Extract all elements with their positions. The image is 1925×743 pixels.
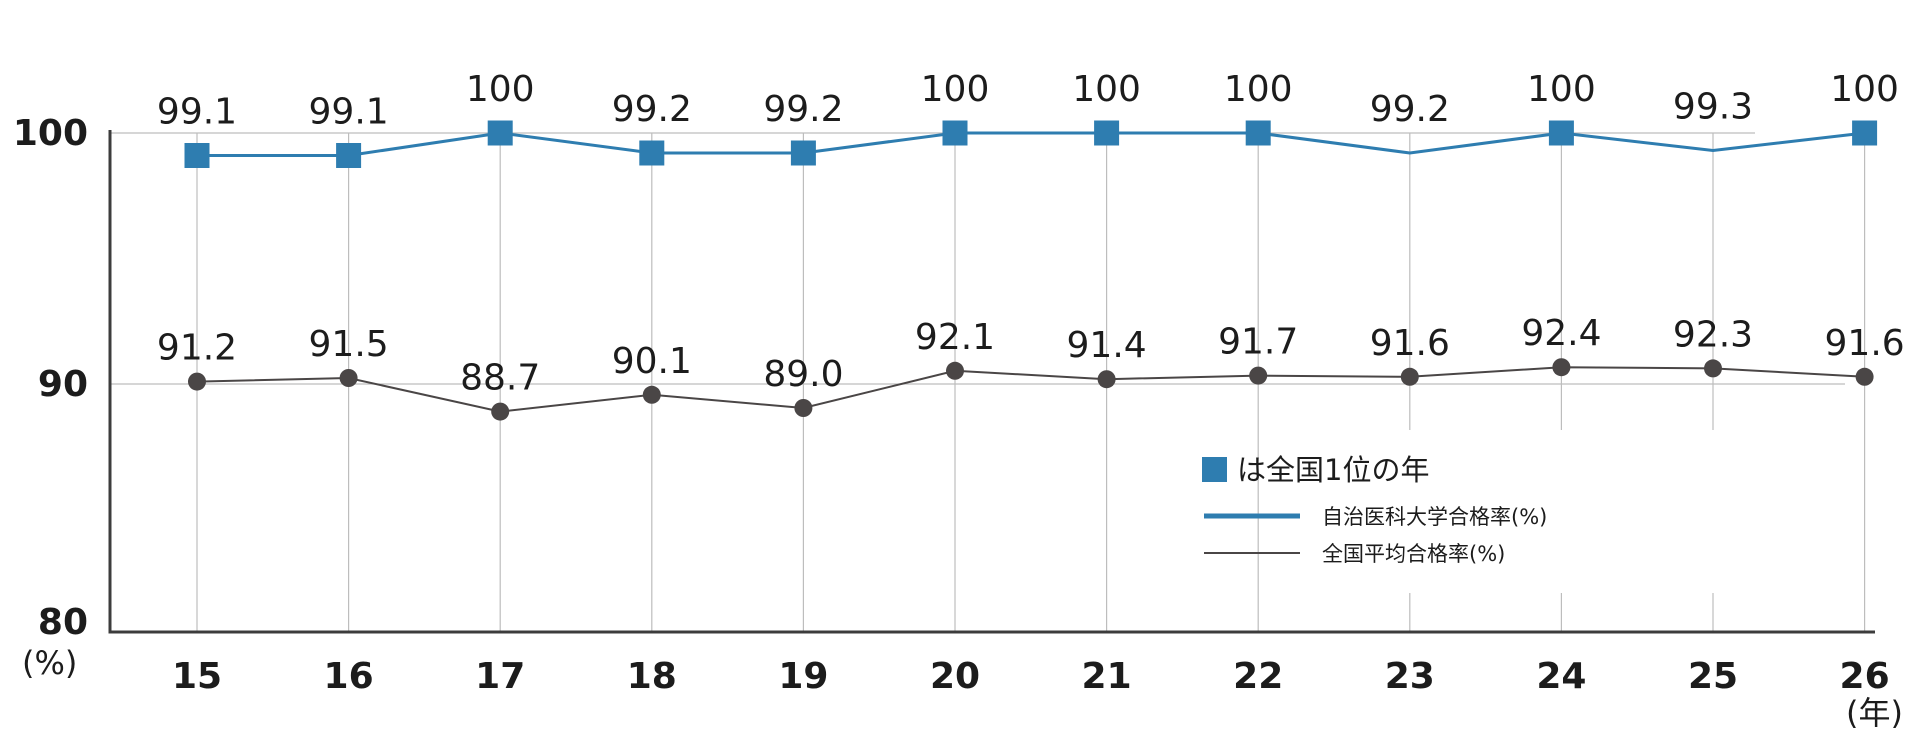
- data-point-national-19: [794, 399, 813, 417]
- data-label-national-21: 91.4: [1067, 325, 1147, 366]
- legend: は全国1位の年 自治医科大学合格率(%) 全国平均合格率(%): [1202, 453, 1547, 566]
- x-tick-labels: 15 16 17 18 19 20 21 22 23 24 25 26: [172, 656, 1890, 697]
- legend-marker-note: は全国1位の年: [1237, 453, 1429, 487]
- data-point-national-18: [642, 385, 661, 404]
- data-label-national-23: 91.6: [1370, 323, 1450, 364]
- axes: [108, 130, 1875, 634]
- legend-marker-square: [1202, 457, 1227, 482]
- data-point-national-16: [339, 369, 358, 387]
- x-tick-label-15: 15: [172, 656, 222, 697]
- data-label-university-26: 100: [1830, 69, 1899, 110]
- data-label-university-23: 99.2: [1370, 89, 1450, 130]
- series: [184, 120, 1878, 421]
- x-tick-label-17: 17: [475, 656, 525, 697]
- data-label-national-24: 92.4: [1521, 313, 1601, 354]
- data-point-university-26: [1852, 120, 1878, 146]
- y-tick-label-80: 80: [38, 602, 88, 643]
- series-line-national: [196, 366, 1865, 413]
- x-tick-label-24: 24: [1536, 656, 1586, 697]
- data-point-university-15: [184, 143, 210, 168]
- data-label-national-20: 92.1: [915, 317, 995, 358]
- x-tick-label-20: 20: [930, 656, 980, 697]
- y-tick-label-100: 100: [13, 113, 88, 154]
- data-label-national-25: 92.3: [1673, 314, 1753, 355]
- gridlines: [111, 132, 1866, 632]
- legend-label-national: 全国平均合格率(%): [1322, 542, 1505, 566]
- x-tick-label-22: 22: [1233, 656, 1283, 697]
- data-point-university-17: [487, 120, 513, 146]
- data-point-national-20: [946, 361, 964, 380]
- x-tick-label-21: 21: [1082, 656, 1132, 697]
- data-point-national-17: [491, 402, 510, 421]
- data-point-university-21: [1094, 120, 1120, 146]
- data-label-university-21: 100: [1072, 69, 1141, 110]
- data-point-university-19: [790, 140, 816, 166]
- x-tick-label-19: 19: [778, 656, 828, 697]
- y-tick-label-90: 90: [38, 364, 88, 405]
- data-label-university-20: 100: [921, 69, 990, 110]
- data-label-university-15: 99.1: [157, 92, 237, 133]
- data-label-national-22: 91.7: [1218, 322, 1298, 363]
- data-point-national-25: [1704, 359, 1722, 378]
- data-label-national-26: 91.6: [1825, 323, 1905, 364]
- series-line-university: [197, 131, 1865, 157]
- x-tick-label-25: 25: [1688, 656, 1738, 697]
- x-tick-label-26: 26: [1840, 656, 1890, 697]
- x-tick-label-18: 18: [627, 656, 677, 697]
- data-label-university-24: 100: [1527, 69, 1596, 110]
- data-point-national-15: [188, 372, 206, 391]
- data-label-national-19: 89.0: [763, 354, 843, 395]
- data-label-university-17: 100: [466, 69, 535, 110]
- data-point-university-16: [336, 143, 362, 168]
- data-point-national-23: [1400, 367, 1419, 386]
- data-point-university-20: [942, 120, 968, 146]
- data-point-national-21: [1097, 370, 1116, 389]
- data-point-university-18: [639, 140, 665, 166]
- data-labels: 99.1 99.1 100 99.2 99.2 100 100 100 99.2 100 99.3 1…: [157, 69, 1905, 399]
- data-label-national-16: 91.5: [309, 324, 389, 365]
- data-label-national-17: 88.7: [460, 358, 540, 399]
- data-point-national-24: [1552, 358, 1571, 377]
- data-point-national-22: [1249, 366, 1268, 385]
- data-label-university-22: 100: [1224, 69, 1293, 110]
- legend-label-university: 自治医科大学合格率(%): [1322, 505, 1547, 529]
- data-label-university-16: 99.1: [309, 92, 389, 133]
- data-point-university-24: [1548, 120, 1574, 146]
- data-label-university-25: 99.3: [1673, 87, 1753, 128]
- x-tick-label-23: 23: [1385, 656, 1435, 697]
- data-label-national-15: 91.2: [157, 328, 237, 369]
- data-label-university-19: 99.2: [763, 89, 843, 130]
- x-axis-unit: (年): [1846, 694, 1903, 732]
- data-label-national-18: 90.1: [612, 341, 692, 382]
- y-axis-unit: (%): [22, 644, 77, 682]
- data-point-national-26: [1855, 367, 1874, 386]
- data-point-university-22: [1245, 120, 1271, 146]
- x-tick-label-16: 16: [324, 656, 374, 697]
- data-label-university-18: 99.2: [612, 89, 692, 130]
